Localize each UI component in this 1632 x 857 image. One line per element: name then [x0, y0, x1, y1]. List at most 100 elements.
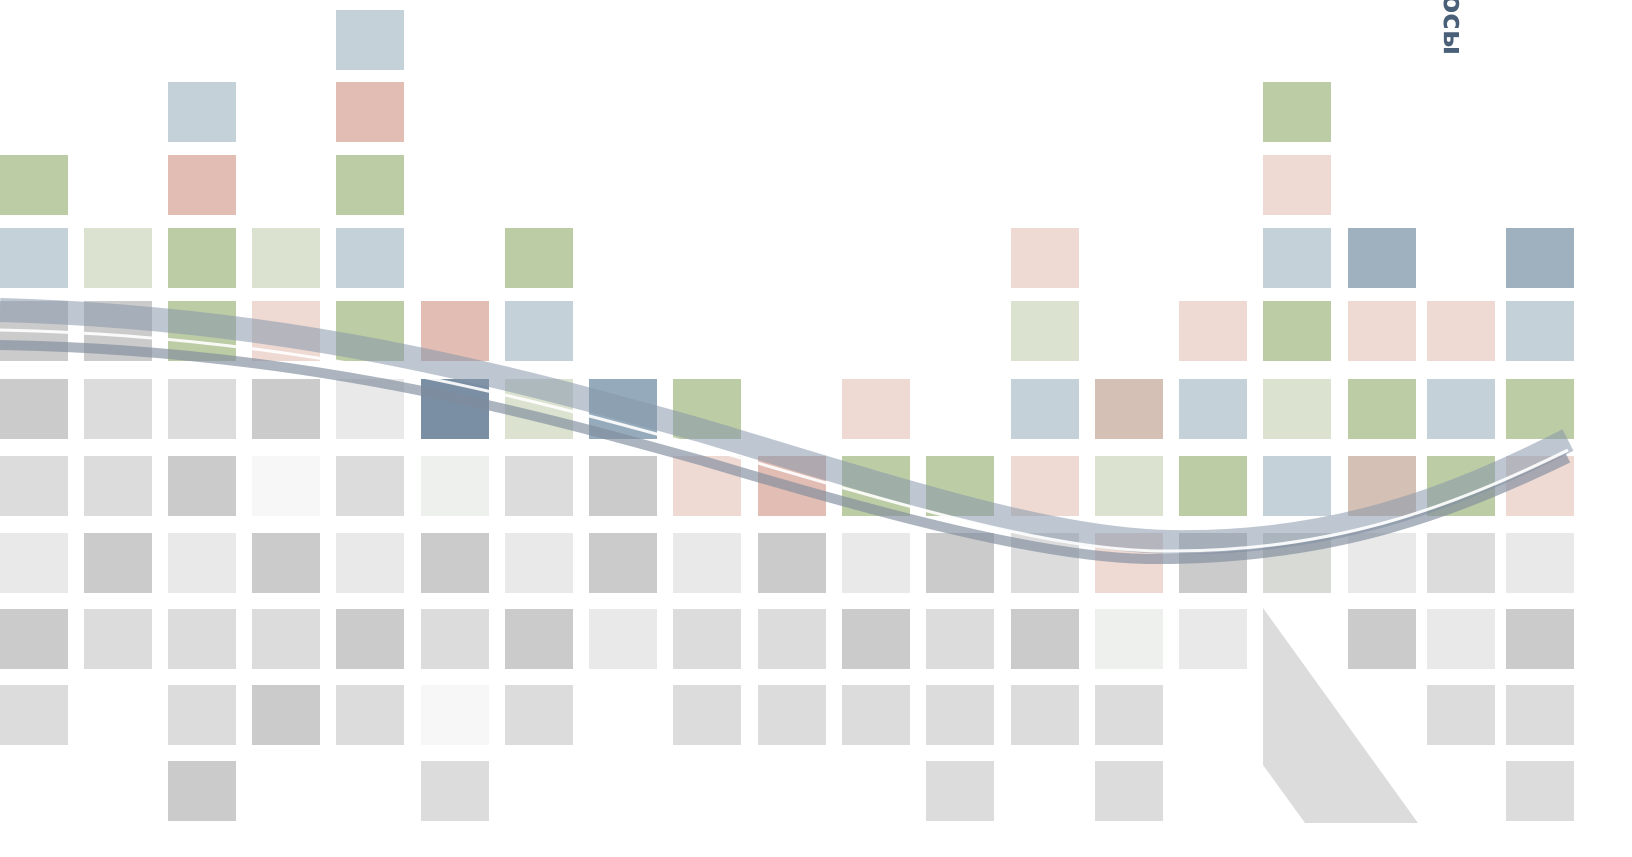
tile — [1263, 82, 1331, 142]
tile — [168, 82, 236, 142]
tile — [758, 533, 826, 593]
tile — [336, 609, 404, 669]
page: осы (() => { const data = JSON.parse(doc… — [0, 0, 1632, 857]
tile — [0, 533, 68, 593]
tile — [168, 761, 236, 821]
tile — [1263, 301, 1331, 361]
tile — [673, 533, 741, 593]
tile — [926, 533, 994, 593]
tile — [842, 685, 910, 745]
tile — [505, 533, 573, 593]
tile — [1011, 301, 1079, 361]
tile — [1179, 379, 1247, 439]
tile — [1348, 609, 1416, 669]
tile — [505, 228, 573, 288]
tile — [1506, 301, 1574, 361]
tile — [421, 685, 489, 745]
tile — [758, 609, 826, 669]
tile — [1011, 228, 1079, 288]
tile — [336, 82, 404, 142]
tile — [336, 685, 404, 745]
tile — [1506, 609, 1574, 669]
tile — [1095, 685, 1163, 745]
tile — [336, 456, 404, 516]
tile — [1263, 379, 1331, 439]
tile — [1348, 533, 1416, 593]
tile — [84, 456, 152, 516]
decorative-background: осы — [0, 0, 1632, 857]
tile — [168, 685, 236, 745]
tile — [1011, 685, 1079, 745]
tile — [252, 533, 320, 593]
tile — [926, 609, 994, 669]
tile — [1427, 379, 1495, 439]
tile — [505, 301, 573, 361]
tile-grid — [0, 10, 1574, 821]
tile — [336, 533, 404, 593]
tile — [252, 685, 320, 745]
tile — [589, 609, 657, 669]
tile — [1506, 533, 1574, 593]
tile — [1095, 456, 1163, 516]
tile — [505, 685, 573, 745]
tile — [1427, 685, 1495, 745]
tile — [0, 155, 68, 215]
tile — [168, 456, 236, 516]
tile — [1095, 761, 1163, 821]
tile — [1427, 301, 1495, 361]
tile — [1179, 456, 1247, 516]
tile — [926, 685, 994, 745]
tile — [84, 609, 152, 669]
tile — [1348, 228, 1416, 288]
tile — [1011, 609, 1079, 669]
tile — [168, 609, 236, 669]
tile — [421, 761, 489, 821]
tile — [842, 609, 910, 669]
tile — [421, 456, 489, 516]
tile — [0, 228, 68, 288]
tile — [1427, 609, 1495, 669]
tile — [1348, 301, 1416, 361]
tile — [84, 379, 152, 439]
tile — [1506, 685, 1574, 745]
tile — [1263, 155, 1331, 215]
tile — [84, 228, 152, 288]
tile — [0, 456, 68, 516]
tile — [842, 533, 910, 593]
tile — [1011, 379, 1079, 439]
tile — [336, 228, 404, 288]
tile — [168, 533, 236, 593]
tile — [1263, 456, 1331, 516]
tile — [1095, 609, 1163, 669]
tile — [252, 609, 320, 669]
tile — [252, 456, 320, 516]
tile — [842, 379, 910, 439]
tile — [421, 533, 489, 593]
tile — [336, 155, 404, 215]
tile — [168, 155, 236, 215]
tile — [926, 761, 994, 821]
tile — [1348, 379, 1416, 439]
tile — [589, 456, 657, 516]
tile — [168, 379, 236, 439]
tile — [505, 609, 573, 669]
tile — [1506, 379, 1574, 439]
tile — [252, 379, 320, 439]
tile — [673, 685, 741, 745]
tile — [84, 533, 152, 593]
tile — [252, 228, 320, 288]
vertical-text: осы — [1437, 0, 1470, 55]
tile — [421, 609, 489, 669]
tile — [1011, 456, 1079, 516]
tile — [673, 609, 741, 669]
tile — [758, 685, 826, 745]
tile — [1427, 533, 1495, 593]
tile — [168, 228, 236, 288]
tile — [0, 609, 68, 669]
tile — [1263, 228, 1331, 288]
tile — [1095, 379, 1163, 439]
tile — [1506, 228, 1574, 288]
tile — [1506, 761, 1574, 821]
tile — [336, 10, 404, 70]
tile — [505, 456, 573, 516]
